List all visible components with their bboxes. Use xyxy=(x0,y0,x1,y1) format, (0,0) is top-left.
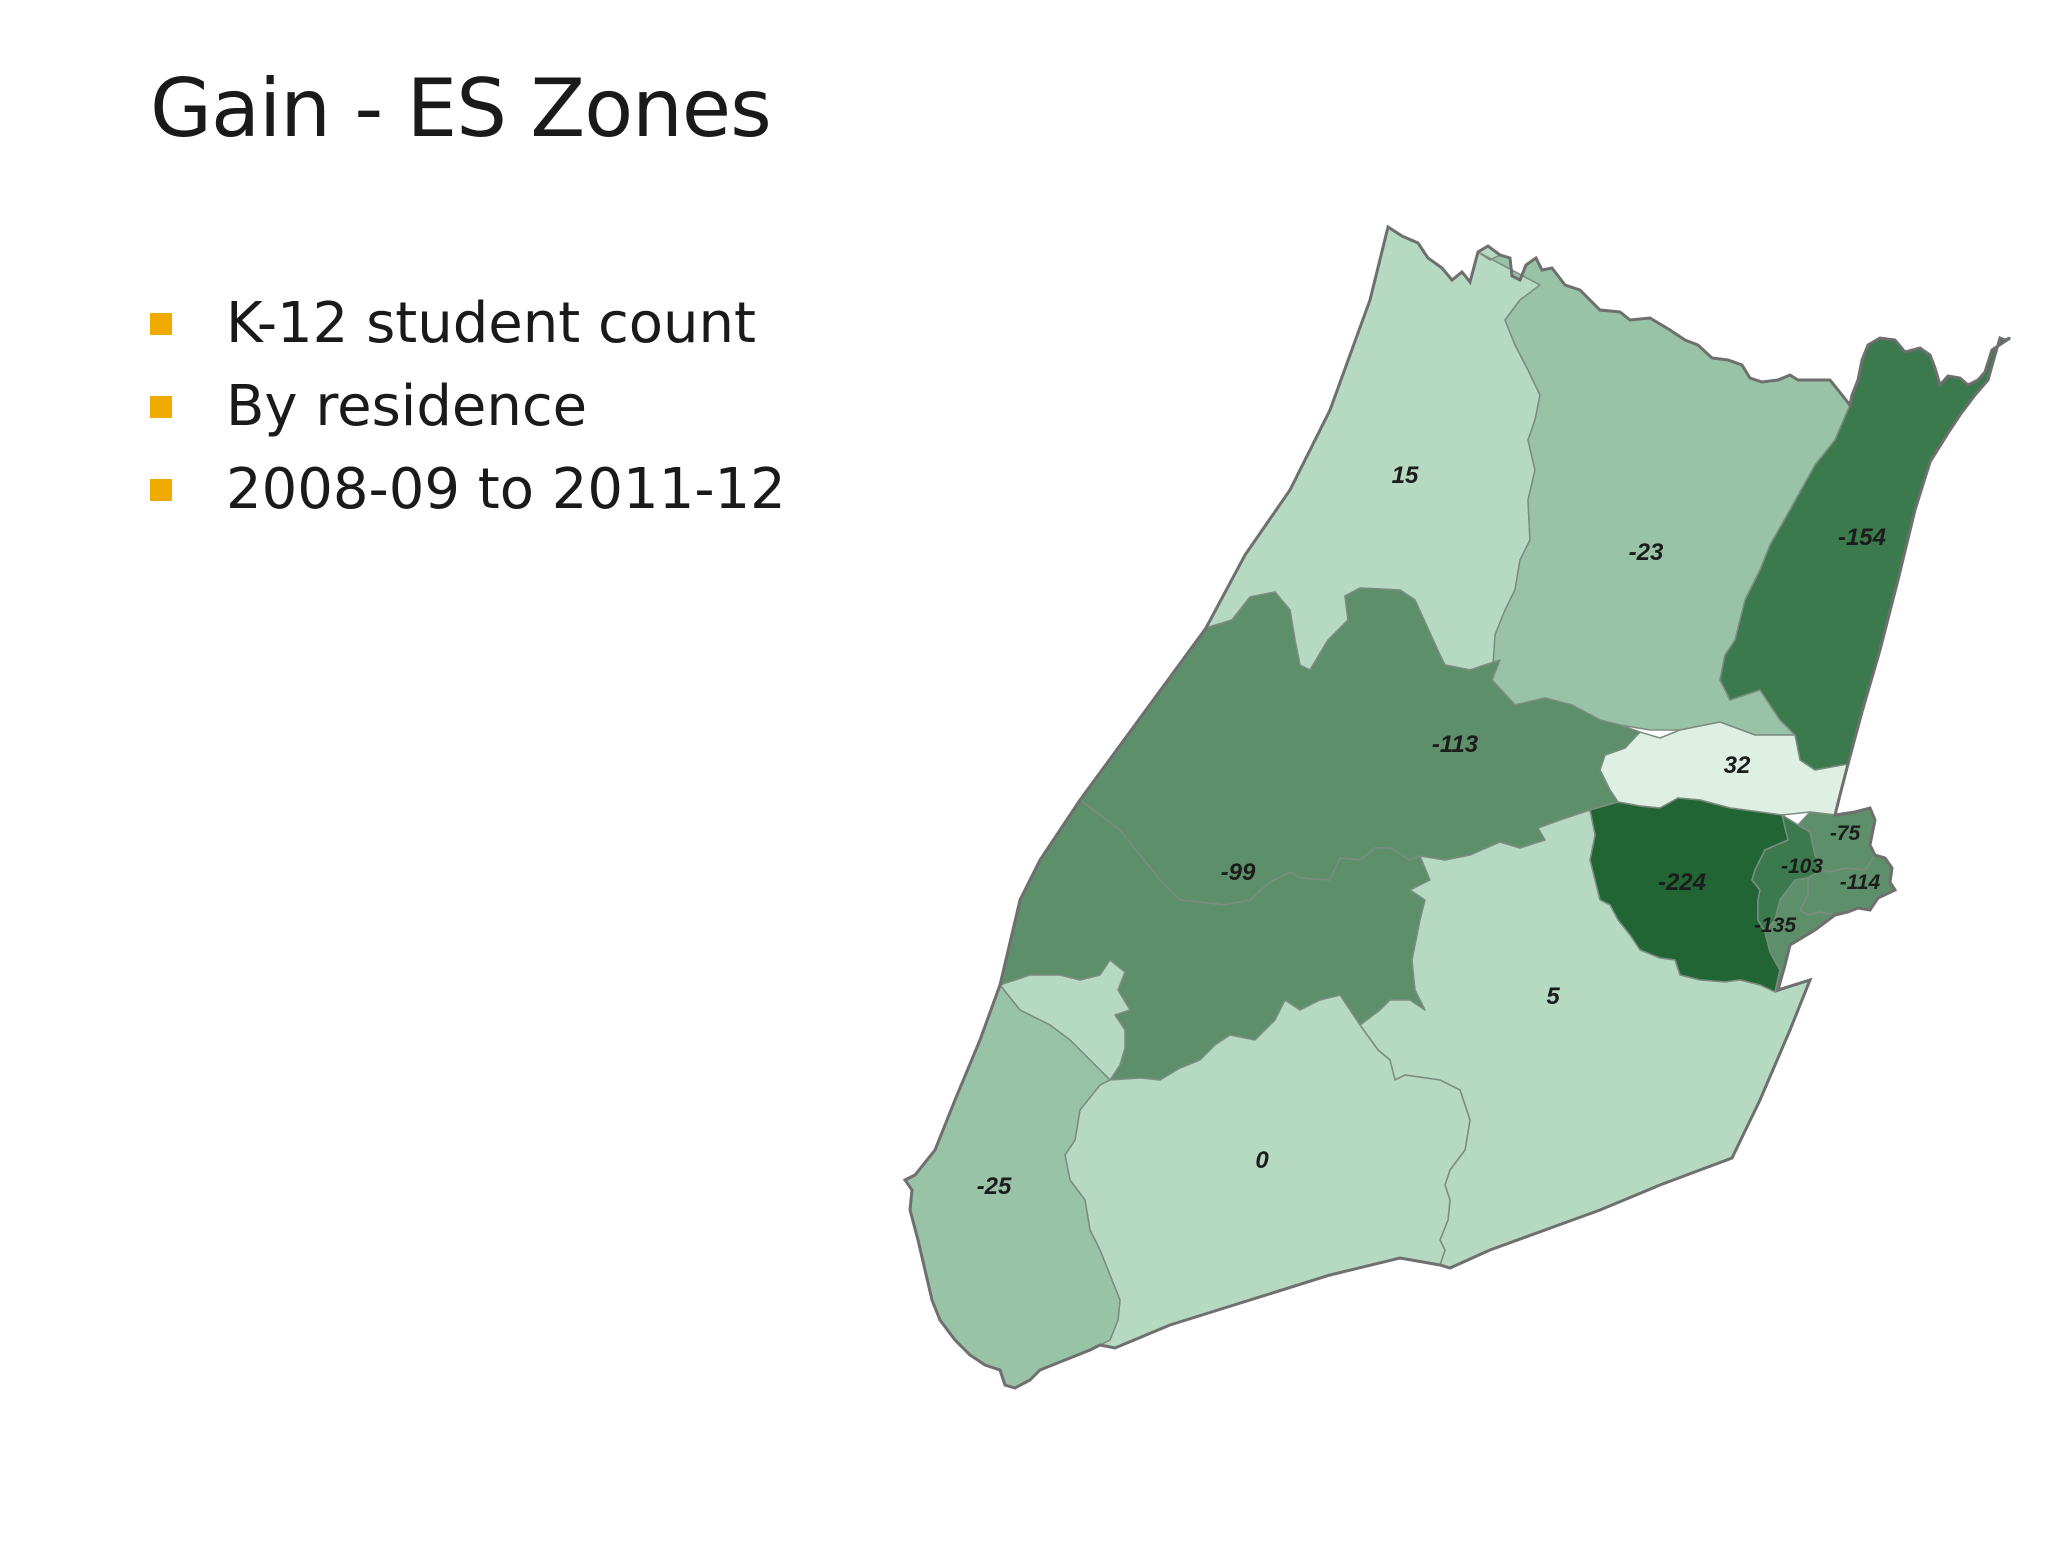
zone-label: -103 xyxy=(1781,855,1823,878)
zone-label: -23 xyxy=(1629,539,1664,566)
square-bullet-icon xyxy=(150,312,172,335)
county-boundary xyxy=(902,224,2011,1390)
slide-title: Gain - ES Zones xyxy=(150,62,772,155)
zone-label: -224 xyxy=(1658,869,1706,896)
zone-label: 15 xyxy=(1392,462,1419,489)
bullet-item: K-12 student count xyxy=(150,282,786,365)
zone-label: -154 xyxy=(1838,524,1886,551)
zone-label: -99 xyxy=(1221,859,1256,886)
zone-neg135 xyxy=(1764,877,1836,993)
zone-label: 0 xyxy=(1255,1147,1269,1174)
zone-label: 5 xyxy=(1546,983,1560,1010)
zone-label: -25 xyxy=(977,1173,1012,1200)
square-bullet-icon xyxy=(150,478,172,501)
square-bullet-icon xyxy=(150,395,172,418)
bullet-item: By residence xyxy=(150,365,786,448)
zone-label: -75 xyxy=(1830,822,1861,845)
bullet-text: By residence xyxy=(226,374,588,439)
bullet-text: 2008-09 to 2011-12 xyxy=(226,457,786,522)
zone-label: -113 xyxy=(1432,731,1479,758)
bullet-list: K-12 student count By residence 2008-09 … xyxy=(150,282,786,531)
bullet-text: K-12 student count xyxy=(226,291,756,356)
zone-label: -135 xyxy=(1754,914,1796,937)
zone-label: 32 xyxy=(1724,752,1751,779)
bullet-item: 2008-09 to 2011-12 xyxy=(150,448,786,531)
zone-label: -114 xyxy=(1840,871,1881,894)
